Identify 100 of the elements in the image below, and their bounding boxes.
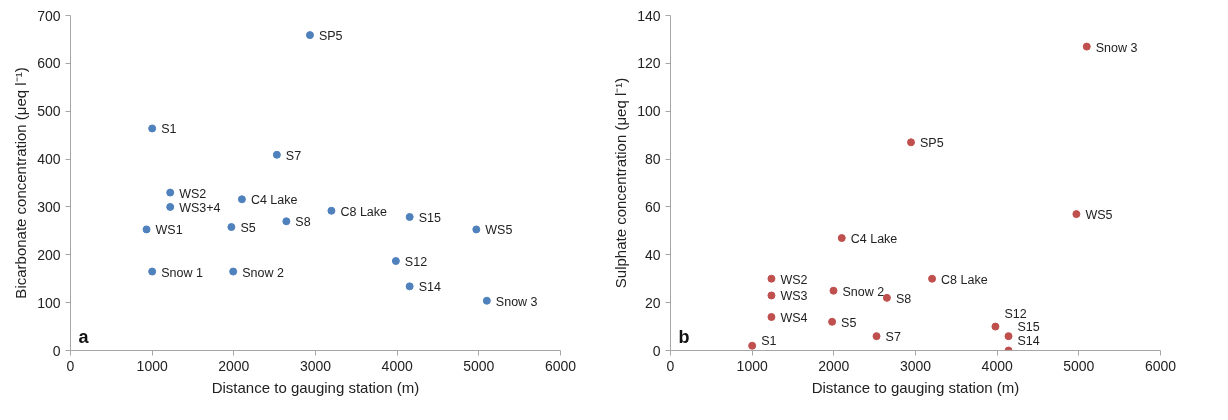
- annotation: Snow 2: [242, 265, 284, 280]
- annotation: a: [78, 326, 90, 347]
- annotation: S1: [761, 334, 777, 348]
- point: [405, 282, 414, 291]
- annotation: Snow 1: [161, 265, 203, 280]
- x-tick-label: 4000: [981, 357, 1013, 374]
- point: [229, 267, 238, 276]
- y-tick-label: 0: [652, 342, 661, 359]
- annotation: S7: [285, 148, 302, 163]
- x-axis-title: Distance to gauging station (m): [211, 378, 420, 396]
- annotation: S12: [404, 255, 428, 270]
- annotation: S7: [885, 330, 901, 345]
- point: [767, 313, 776, 321]
- y-tick-label: 600: [37, 55, 61, 72]
- annotation: S14: [1017, 334, 1040, 348]
- point: [227, 223, 236, 232]
- y-tick-label: 0: [52, 342, 61, 359]
- annotation: Snow 3: [495, 294, 538, 309]
- point: [148, 267, 157, 276]
- point: [928, 274, 937, 283]
- x-tick-label: 3000: [899, 357, 932, 374]
- annotation: Snow 2: [842, 284, 885, 299]
- point: [305, 31, 314, 40]
- y-tick-label: 20: [644, 294, 661, 311]
- annotation: WS4: [780, 311, 808, 325]
- annotation: WS3: [780, 289, 808, 304]
- annotation: S14: [418, 280, 441, 295]
- y-tick-label: 500: [37, 103, 61, 120]
- y-tick-label: 100: [637, 103, 661, 120]
- point: [872, 332, 881, 341]
- x-tick-label: 6000: [544, 357, 577, 374]
- point: [237, 195, 246, 204]
- y-tick-label: 100: [37, 294, 61, 311]
- annotation: C4 Lake: [850, 232, 898, 247]
- point: [482, 296, 491, 305]
- y-tick-label: 700: [37, 7, 61, 24]
- y-tick-label: 300: [37, 198, 61, 215]
- annotation: S5: [240, 221, 256, 236]
- y-axis-title: Sulphate concentration (μeq l⁻¹): [612, 77, 630, 289]
- point: [327, 206, 336, 215]
- annotation: S1: [161, 122, 177, 137]
- point: [767, 291, 776, 300]
- annotation: b: [678, 326, 690, 347]
- x-tick-label: 5000: [463, 357, 495, 374]
- x-tick-label: 0: [666, 357, 675, 374]
- y-tick-label: 80: [644, 151, 661, 168]
- y-tick-label: 400: [37, 151, 61, 168]
- annotation: C4 Lake: [250, 193, 298, 208]
- annotation: WS3+4: [179, 200, 221, 215]
- x-tick-label: 3000: [299, 357, 332, 374]
- x-axis-title: Distance to gauging station (m): [811, 378, 1020, 396]
- point: [405, 212, 414, 221]
- annotation: S5: [841, 315, 857, 330]
- point: [282, 217, 291, 226]
- x-tick-label: 2000: [818, 357, 850, 374]
- annotation: SP5: [920, 136, 944, 151]
- point: [1004, 332, 1013, 341]
- point: [837, 234, 846, 243]
- y-tick-label: 120: [637, 55, 661, 72]
- annotation: SP5: [318, 29, 343, 44]
- point: [166, 202, 175, 211]
- annotation: S8: [895, 291, 912, 306]
- x-tick-label: 6000: [1144, 357, 1177, 374]
- annotation: S8: [295, 215, 311, 230]
- x-tick-label: 1000: [736, 357, 768, 374]
- x-tick-label: 1000: [136, 357, 168, 374]
- y-tick-label: 60: [644, 198, 661, 215]
- y-tick-label: 140: [637, 7, 661, 24]
- annotation: WS2: [780, 272, 808, 287]
- annotation: WS5: [485, 223, 513, 238]
- point: [907, 138, 916, 147]
- annotation: S12: [1004, 306, 1027, 321]
- annotation: WS5: [1085, 208, 1113, 223]
- y-axis-title: Bicarbonate concentration (μeq l⁻¹): [12, 67, 30, 299]
- annotation: WS1: [155, 223, 183, 238]
- x-tick-label: 5000: [1063, 357, 1095, 374]
- annotation: C8 Lake: [941, 272, 988, 287]
- point: [748, 341, 757, 350]
- point: [1072, 210, 1081, 219]
- point: [166, 188, 175, 197]
- point: [767, 274, 776, 283]
- point: [148, 124, 157, 133]
- point: [829, 286, 838, 295]
- point: [1082, 42, 1091, 51]
- y-tick-label: 200: [37, 246, 61, 263]
- annotation: S15: [418, 210, 441, 225]
- annotation: WS2: [179, 186, 207, 201]
- y-tick-label: 40: [644, 246, 661, 263]
- point: [391, 257, 400, 265]
- annotation: S15: [1017, 320, 1040, 335]
- point: [472, 225, 481, 234]
- annotation: C8 Lake: [340, 204, 388, 219]
- point: [142, 225, 151, 234]
- x-tick-label: 0: [66, 357, 75, 374]
- point: [991, 322, 1000, 331]
- annotation: Snow 3: [1095, 40, 1138, 55]
- point: [882, 293, 891, 302]
- x-tick-label: 4000: [381, 357, 413, 374]
- x-tick-label: 2000: [218, 357, 250, 374]
- point: [828, 317, 837, 326]
